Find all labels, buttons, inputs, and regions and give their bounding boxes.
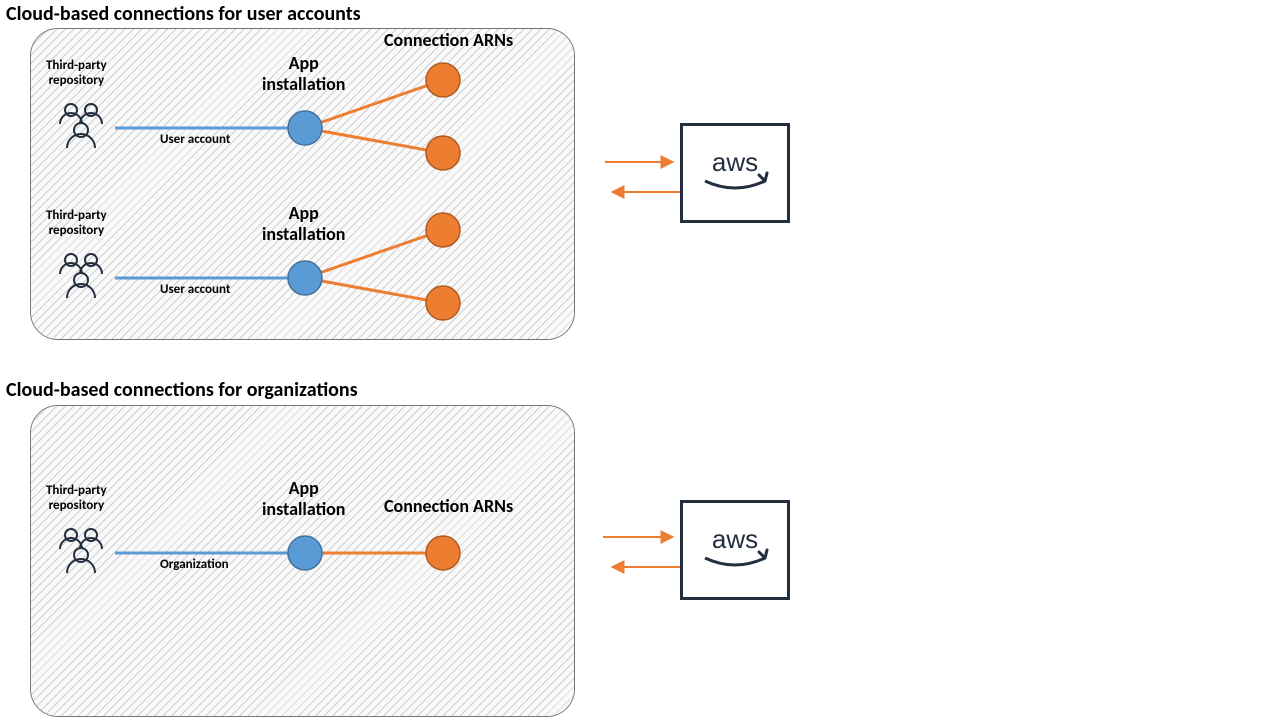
blue-node-3 <box>288 536 322 570</box>
header-app-top-2: App installation <box>262 203 345 244</box>
repo-icon-3 <box>60 529 102 573</box>
aws-logo-box-top: aws <box>680 123 790 223</box>
header-arns-bottom: Connection ARNs <box>384 495 513 517</box>
label-useraccount-2: User account <box>160 282 230 297</box>
aws-logo-icon: aws <box>695 526 775 574</box>
label-thirdparty-bottom: Third-party repository <box>46 483 107 513</box>
svg-text:aws: aws <box>712 526 758 554</box>
aws-logo-icon: aws <box>695 149 775 197</box>
header-arns-top: Connection ARNs <box>384 29 513 51</box>
label-organization: Organization <box>160 557 229 572</box>
header-app-top-1: App installation <box>262 53 345 94</box>
label-useraccount-1: User account <box>160 132 230 147</box>
aws-logo-box-bottom: aws <box>680 500 790 600</box>
label-thirdparty-top-1: Third-party repository <box>46 58 107 88</box>
orange-node-3 <box>426 536 460 570</box>
diagram-bottom-svg <box>0 0 800 720</box>
svg-text:aws: aws <box>712 149 758 177</box>
header-app-bottom: App installation <box>262 478 345 519</box>
label-thirdparty-top-2: Third-party repository <box>46 208 107 238</box>
